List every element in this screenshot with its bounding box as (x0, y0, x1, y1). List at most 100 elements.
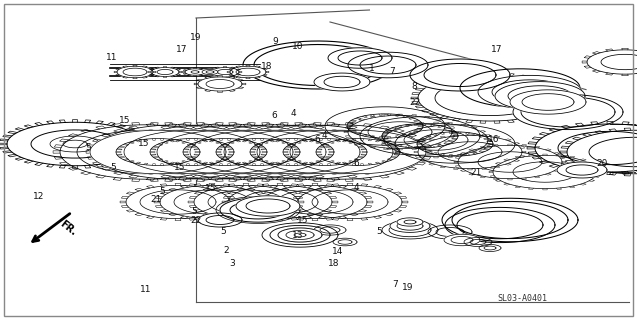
Polygon shape (458, 145, 562, 179)
Polygon shape (236, 196, 300, 216)
Polygon shape (198, 213, 242, 227)
Polygon shape (493, 156, 597, 188)
Polygon shape (510, 90, 586, 114)
Polygon shape (160, 185, 264, 219)
Polygon shape (290, 130, 426, 174)
Text: 19: 19 (190, 33, 202, 42)
Text: 15: 15 (204, 184, 216, 193)
Polygon shape (190, 125, 360, 179)
Polygon shape (262, 223, 338, 247)
Polygon shape (535, 124, 637, 172)
Polygon shape (257, 130, 393, 174)
Text: 21: 21 (150, 195, 162, 204)
Text: 3: 3 (229, 260, 236, 268)
Polygon shape (328, 48, 392, 68)
Polygon shape (117, 66, 153, 78)
Text: 6: 6 (354, 159, 360, 168)
Polygon shape (397, 218, 423, 226)
Text: 15: 15 (118, 116, 130, 125)
Polygon shape (243, 41, 393, 89)
Polygon shape (513, 94, 623, 130)
Polygon shape (495, 82, 585, 110)
Text: 4: 4 (354, 183, 359, 192)
Polygon shape (263, 185, 367, 219)
Text: 11: 11 (140, 285, 151, 294)
Text: 4: 4 (290, 109, 296, 118)
Polygon shape (464, 237, 492, 246)
Polygon shape (125, 125, 295, 179)
Polygon shape (185, 69, 205, 75)
Text: 5: 5 (220, 228, 226, 236)
Polygon shape (390, 220, 430, 232)
Polygon shape (478, 76, 582, 108)
Text: 15: 15 (297, 216, 308, 225)
Text: 17: 17 (176, 45, 187, 54)
Text: 5: 5 (110, 164, 117, 172)
Polygon shape (557, 162, 607, 178)
Polygon shape (444, 234, 480, 246)
Text: 22: 22 (190, 216, 202, 225)
Polygon shape (228, 185, 332, 219)
Polygon shape (314, 73, 370, 91)
Text: 19: 19 (402, 284, 413, 292)
Polygon shape (157, 130, 293, 174)
Polygon shape (333, 238, 357, 246)
Polygon shape (587, 50, 637, 74)
Polygon shape (460, 69, 580, 107)
Polygon shape (194, 185, 298, 219)
Text: 18: 18 (261, 62, 272, 71)
Polygon shape (202, 69, 218, 75)
Polygon shape (198, 77, 242, 91)
Polygon shape (93, 125, 263, 179)
Polygon shape (395, 125, 515, 163)
Text: 5: 5 (159, 188, 166, 196)
Text: 2: 2 (224, 246, 229, 255)
Polygon shape (230, 66, 266, 78)
Text: 13: 13 (292, 231, 304, 240)
Polygon shape (418, 135, 522, 169)
Polygon shape (382, 221, 438, 239)
Polygon shape (157, 125, 327, 179)
Polygon shape (223, 125, 393, 179)
Polygon shape (224, 130, 360, 174)
Polygon shape (479, 244, 501, 252)
Text: SL03-A0401: SL03-A0401 (497, 294, 547, 303)
Text: 4: 4 (322, 132, 327, 140)
Polygon shape (314, 225, 346, 235)
Text: 20: 20 (596, 159, 608, 168)
Text: 17: 17 (491, 45, 503, 54)
Polygon shape (348, 52, 428, 78)
Text: 7: 7 (392, 280, 398, 289)
Text: 10: 10 (292, 42, 303, 51)
Text: 14: 14 (332, 247, 343, 256)
Text: 22: 22 (410, 98, 421, 107)
Text: 12: 12 (32, 192, 44, 201)
Text: 15: 15 (174, 164, 185, 172)
Text: FR.: FR. (58, 219, 78, 237)
Polygon shape (190, 130, 326, 174)
Text: 1: 1 (368, 64, 375, 73)
Polygon shape (445, 207, 555, 243)
Text: 8: 8 (411, 82, 417, 91)
Text: 6: 6 (271, 111, 277, 120)
Polygon shape (298, 185, 402, 219)
Text: 18: 18 (328, 260, 340, 268)
Polygon shape (286, 230, 314, 239)
Text: 15: 15 (138, 140, 149, 148)
Text: 5: 5 (191, 207, 197, 216)
Text: 7: 7 (389, 67, 395, 76)
Polygon shape (255, 125, 425, 179)
Polygon shape (90, 130, 226, 174)
Text: 5: 5 (85, 143, 91, 152)
Polygon shape (211, 68, 239, 76)
Text: 11: 11 (106, 53, 117, 62)
Polygon shape (360, 117, 480, 155)
Polygon shape (384, 124, 488, 156)
Polygon shape (220, 198, 296, 222)
Polygon shape (124, 130, 260, 174)
Text: 6: 6 (314, 135, 320, 144)
Text: 21: 21 (471, 168, 482, 177)
Polygon shape (126, 185, 230, 219)
Polygon shape (418, 75, 562, 121)
Polygon shape (325, 107, 445, 145)
